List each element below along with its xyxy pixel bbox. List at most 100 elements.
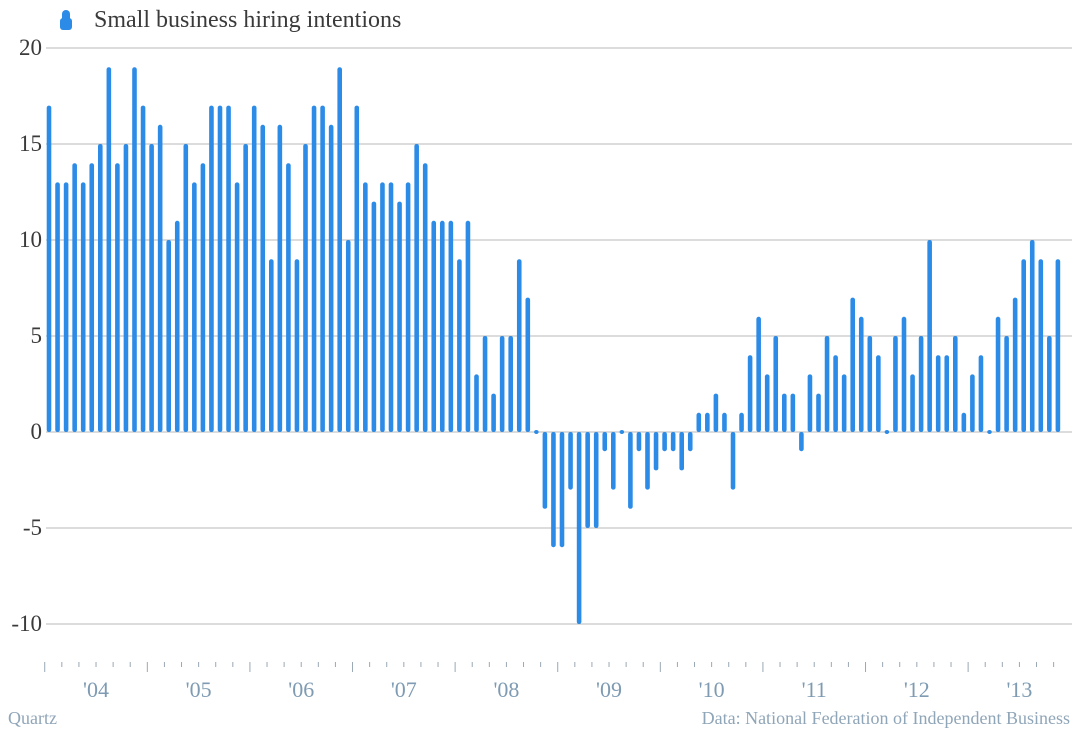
bar — [636, 432, 642, 452]
bar — [516, 259, 522, 432]
bar — [345, 240, 351, 432]
y-tick-label: 15 — [19, 131, 42, 156]
bar — [559, 432, 565, 548]
bar — [687, 432, 693, 452]
bar — [824, 336, 830, 432]
bar — [1055, 259, 1061, 432]
bar — [756, 316, 761, 432]
bar — [918, 336, 924, 432]
bar — [884, 430, 890, 434]
y-tick-label: 10 — [19, 227, 42, 252]
bar — [833, 355, 838, 432]
bar — [192, 182, 197, 432]
bar — [816, 393, 821, 432]
bar — [226, 105, 231, 432]
bar — [619, 430, 625, 434]
x-tick-label: '09 — [596, 677, 622, 702]
source-label: Data: National Federation of Independent… — [701, 708, 1070, 728]
bar — [764, 374, 770, 432]
bar — [72, 163, 77, 432]
legend: Small business hiring intentions — [60, 4, 402, 36]
bars — [46, 67, 1061, 624]
bar — [260, 124, 266, 433]
bar — [867, 336, 873, 432]
legend-label: Small business hiring intentions — [94, 6, 402, 33]
bar — [209, 105, 214, 432]
bar — [910, 374, 915, 432]
bar — [525, 297, 531, 432]
bar — [491, 393, 496, 432]
bar — [243, 144, 248, 432]
bar — [1012, 297, 1018, 432]
bar — [679, 432, 684, 471]
x-tick-label: '07 — [391, 677, 417, 702]
bar — [858, 316, 864, 432]
bar — [782, 393, 787, 432]
bar — [1047, 336, 1052, 432]
bar — [730, 432, 736, 490]
bar — [841, 374, 847, 432]
bar — [790, 393, 796, 432]
bar — [422, 163, 428, 432]
bar — [371, 201, 377, 432]
bar — [46, 105, 52, 432]
x-axis: '04 '05 '06 '07 '08 '09 '10 '11 '12 '13 — [44, 662, 1055, 702]
bar — [234, 182, 240, 432]
y-axis-ticks: 20 15 10 5 0 -5 -10 — [11, 35, 42, 636]
bar — [294, 259, 300, 432]
bar — [55, 182, 60, 432]
bar — [927, 240, 932, 432]
bar — [200, 163, 206, 432]
y-tick-label: 5 — [31, 323, 43, 348]
bar — [978, 355, 984, 432]
y-tick-label: -5 — [23, 515, 42, 540]
bar — [773, 336, 779, 432]
bar — [106, 67, 112, 432]
bar — [380, 182, 385, 432]
bar — [901, 316, 907, 432]
bar — [585, 432, 590, 528]
bar — [611, 432, 616, 490]
bar — [953, 336, 958, 432]
bar — [98, 144, 103, 432]
bar — [397, 201, 402, 432]
x-tick-label: '10 — [699, 677, 725, 702]
bar — [311, 105, 317, 432]
bar — [970, 374, 975, 432]
bar — [388, 182, 394, 432]
bar — [713, 393, 719, 432]
bar — [89, 163, 95, 432]
bar — [448, 220, 454, 432]
bar — [183, 144, 189, 432]
bar — [602, 432, 608, 452]
grid-lines — [46, 47, 1072, 625]
bar — [166, 240, 171, 432]
brand-label: Quartz — [8, 708, 57, 728]
bar — [115, 163, 120, 432]
x-tick-label: '05 — [186, 677, 212, 702]
legend-swatch — [60, 10, 72, 30]
bar — [893, 336, 898, 432]
bar — [705, 412, 710, 432]
bar — [440, 220, 445, 432]
bar — [217, 105, 223, 432]
bar — [63, 182, 69, 432]
bar — [140, 105, 146, 432]
bar — [174, 220, 180, 432]
bar — [653, 432, 659, 471]
bar — [722, 412, 727, 432]
bar — [645, 432, 650, 490]
bar — [807, 374, 813, 432]
bar — [132, 67, 137, 432]
bar — [534, 430, 539, 434]
bar — [747, 355, 753, 432]
bar — [457, 259, 462, 432]
x-tick-label: '08 — [493, 677, 519, 702]
bar — [277, 124, 283, 433]
bar — [269, 259, 274, 432]
x-tick-label: '04 — [83, 677, 109, 702]
x-tick-label: '11 — [802, 677, 827, 702]
bar — [303, 144, 308, 432]
